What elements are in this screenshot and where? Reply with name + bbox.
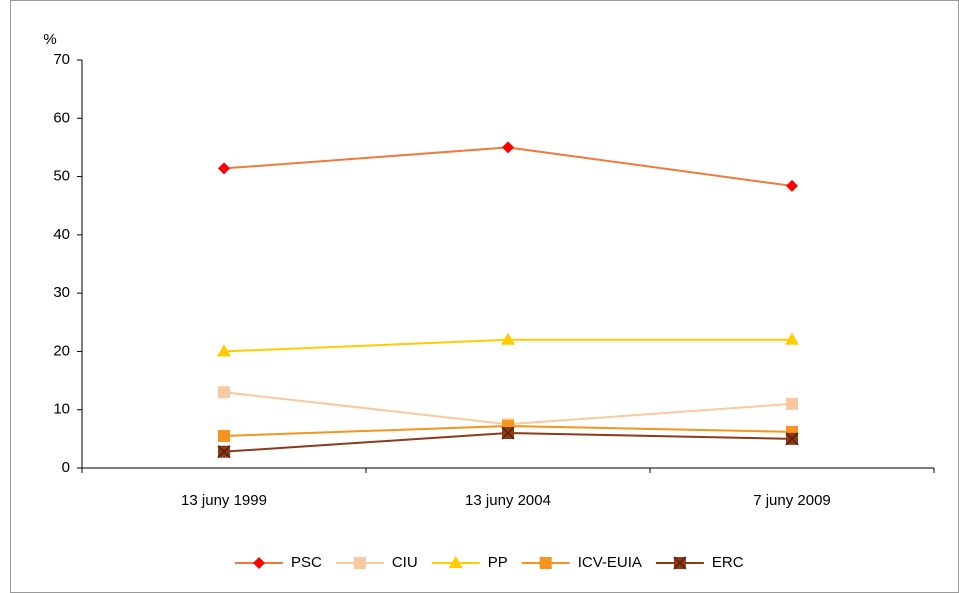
marker-cross [217,445,231,459]
chart-frame [10,0,959,593]
data-point [501,332,515,345]
data-point [217,344,231,357]
data-point [501,426,515,440]
data-point [218,429,230,442]
legend-label: CIU [392,554,418,571]
x-tick-label: 7 juny 2009 [753,492,831,509]
marker-square [353,557,366,569]
legend-marker [448,556,463,568]
y-tick-label: 50 [53,168,70,185]
marker-cross [501,426,515,440]
legend-marker [539,557,552,569]
data-point [785,332,799,345]
legend-label: PSC [291,554,322,571]
legend-label: ERC [712,554,744,571]
data-point [217,445,231,459]
legend-marker [353,557,366,569]
data-point [502,141,514,154]
x-tick-label: 13 juny 1999 [181,492,267,509]
data-point [786,397,798,410]
data-point [786,179,798,192]
y-tick-label: 0 [62,459,70,476]
marker-square [218,429,230,442]
y-tick-label: 40 [53,226,70,243]
y-tick-label: 70 [53,51,70,68]
y-tick-label: 60 [53,109,70,126]
legend-label: ICV-EUIA [578,554,642,571]
legend-marker [673,556,687,570]
y-axis-label: % [43,31,56,48]
legend-marker [253,557,265,569]
marker-square [786,397,798,410]
y-tick-label: 10 [53,401,70,418]
x-tick-label: 13 juny 2004 [465,492,551,509]
marker-square [539,557,552,569]
data-point [218,162,230,175]
marker-square [218,386,230,399]
data-point [785,432,799,446]
y-tick-label: 20 [53,342,70,359]
data-point [218,386,230,399]
marker-cross [673,556,687,570]
marker-cross [785,432,799,446]
legend-label: PP [488,554,508,571]
y-tick-label: 30 [53,284,70,301]
